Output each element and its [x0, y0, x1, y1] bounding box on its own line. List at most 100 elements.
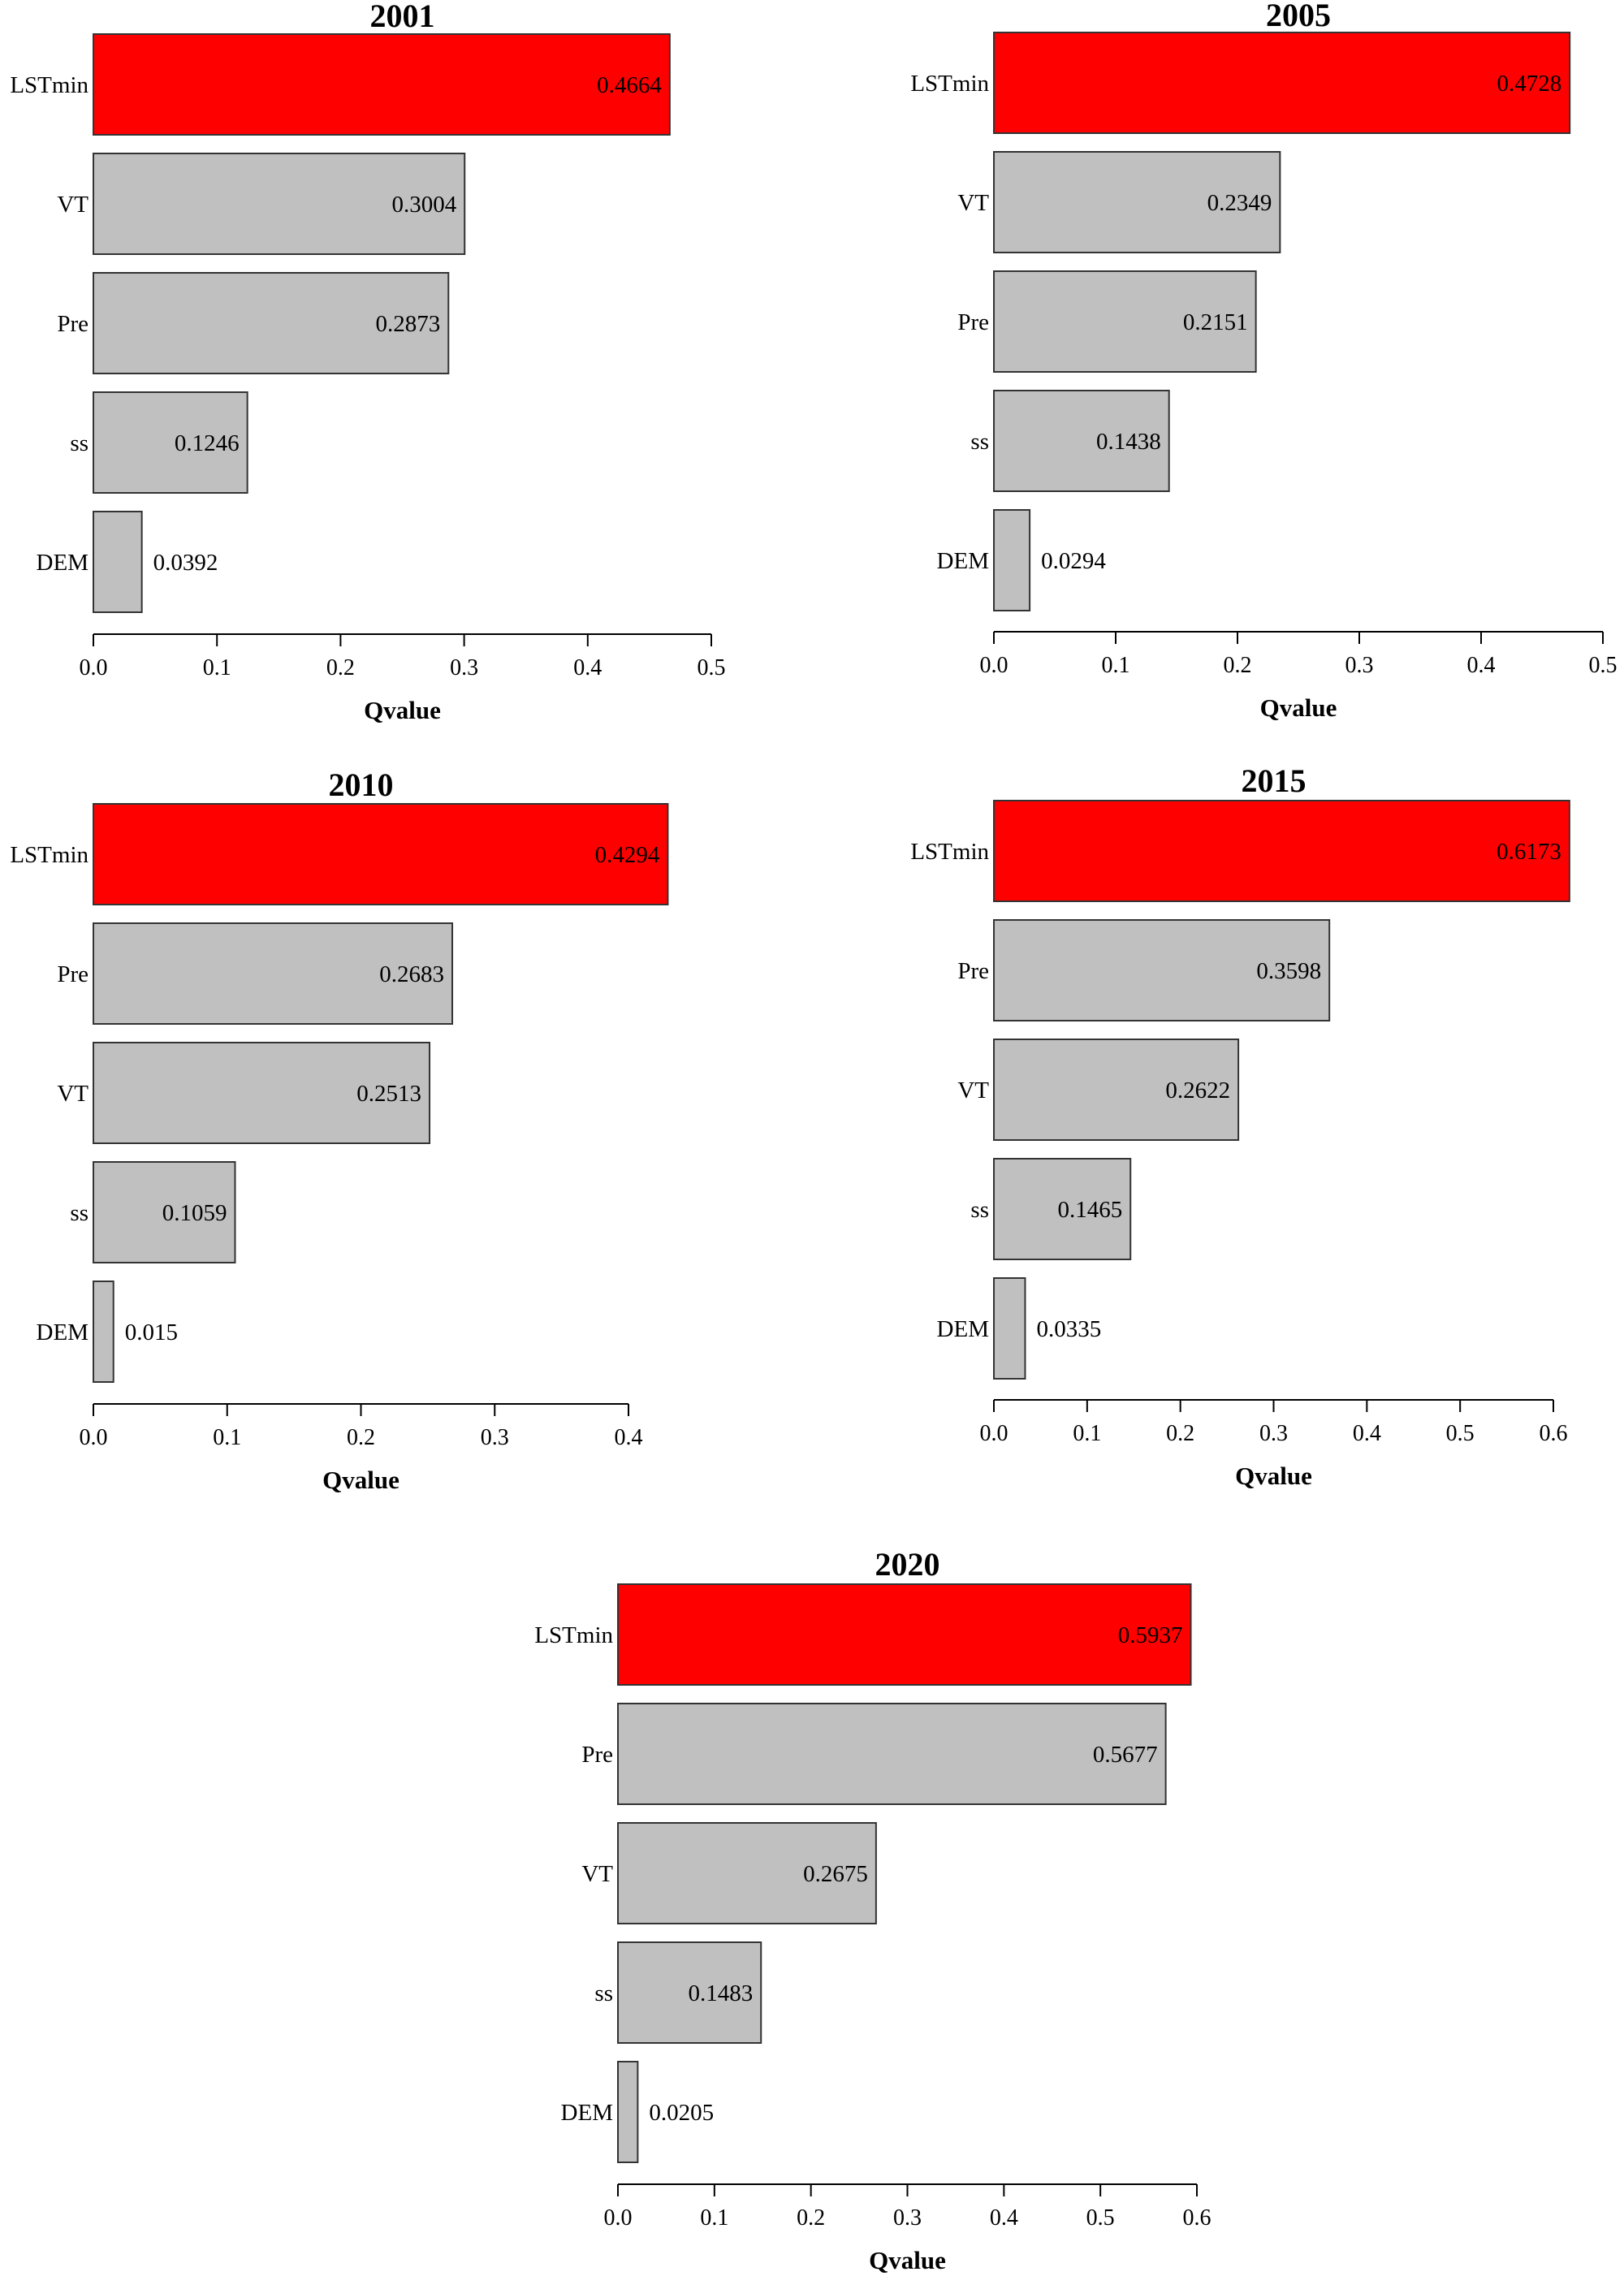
x-tick-label: 0.4	[990, 2205, 1018, 2231]
bar-ss	[993, 1158, 1132, 1260]
x-axis-title: Qvalue	[322, 1466, 400, 1494]
x-tick-label: 0.0	[980, 653, 1009, 678]
data-label: 0.1438	[1096, 429, 1161, 455]
chart-title: 2020	[875, 1546, 940, 1583]
data-label: 0.5677	[1093, 1742, 1158, 1768]
data-label: 0.3004	[391, 192, 456, 218]
data-label: 0.4294	[595, 842, 660, 868]
bar-LSTmin	[993, 32, 1571, 134]
bar-VT	[993, 151, 1281, 253]
bar-DEM	[993, 1277, 1026, 1380]
bar-DEM	[93, 511, 143, 613]
x-tick-label: 0.5	[1589, 653, 1618, 678]
x-axis-title: Qvalue	[869, 2246, 946, 2274]
category-label: LSTmin	[910, 839, 989, 865]
x-tick-label: 0.4	[1467, 653, 1496, 678]
category-label: VT	[957, 190, 989, 216]
data-label: 0.2151	[1183, 309, 1248, 335]
data-label: 0.3598	[1256, 958, 1321, 984]
chart-panel-2020: 2020 LSTmin 0.5937 Pre 0.5677 VT 0.2675 ss 0.148…	[534, 1546, 1211, 2274]
category-label: ss	[970, 1197, 989, 1223]
x-tick-label: 0.1	[1102, 653, 1130, 678]
chart-panel-2001: 2001 LSTmin 0.4664 VT 0.3004 Pre 0.2873 ss 0.124…	[10, 0, 725, 724]
bar-LSTmin	[993, 800, 1570, 902]
x-tick-label: 0.4	[1353, 1421, 1381, 1446]
category-label: Pre	[957, 309, 989, 335]
x-tick-label: 0.4	[615, 1425, 643, 1450]
data-label: 0.0205	[649, 2100, 714, 2126]
data-label: 0.2622	[1165, 1078, 1230, 1103]
data-label: 0.2675	[803, 1861, 868, 1887]
category-label: Pre	[57, 311, 89, 337]
category-label: ss	[70, 1200, 89, 1226]
bar-VT	[617, 1822, 877, 1924]
x-tick-label: 0.0	[604, 2205, 633, 2231]
bar-LSTmin	[93, 33, 671, 136]
category-label: LSTmin	[910, 71, 989, 97]
category-label: Pre	[957, 958, 989, 984]
bar-VT	[93, 1042, 431, 1144]
data-label: 0.2873	[376, 311, 441, 337]
data-label: 0.0392	[153, 550, 218, 576]
chart-title: 2001	[370, 0, 435, 34]
bar-ss	[993, 390, 1170, 492]
x-tick-label: 0.3	[481, 1425, 509, 1450]
category-label: ss	[70, 430, 89, 456]
x-tick-label: 0.0	[80, 1425, 108, 1450]
x-tick-label: 0.3	[1345, 653, 1374, 678]
category-label: LSTmin	[10, 842, 89, 868]
x-tick-label: 0.6	[1183, 2205, 1212, 2231]
x-axis-title: Qvalue	[1260, 693, 1337, 722]
data-label: 0.015	[125, 1319, 178, 1345]
x-tick-label: 0.2	[1224, 653, 1252, 678]
bar-Pre	[93, 272, 450, 374]
bar-Pre	[993, 919, 1331, 1021]
x-tick-label: 0.5	[698, 655, 726, 680]
data-label: 0.2513	[356, 1081, 421, 1107]
category-label: Pre	[57, 961, 89, 987]
category-label: DEM	[37, 1319, 89, 1345]
x-tick-label: 0.5	[1086, 2205, 1115, 2231]
x-tick-label: 0.2	[1166, 1421, 1194, 1446]
category-label: LSTmin	[10, 72, 89, 98]
category-label: DEM	[561, 2100, 613, 2126]
category-label: DEM	[937, 548, 989, 574]
data-label: 0.1483	[688, 1980, 753, 2006]
bar-ss	[617, 1941, 762, 2044]
bar-Pre	[993, 270, 1257, 373]
x-tick-label: 0.3	[1259, 1421, 1288, 1446]
data-label: 0.1465	[1057, 1197, 1122, 1223]
chart-title: 2015	[1242, 762, 1307, 799]
category-label: ss	[970, 429, 989, 455]
data-label: 0.0294	[1041, 548, 1106, 574]
data-label: 0.0335	[1036, 1316, 1101, 1342]
x-axis-title: Qvalue	[364, 696, 441, 724]
category-label: ss	[594, 1980, 613, 2006]
category-label: DEM	[937, 1316, 989, 1342]
bar-DEM	[93, 1281, 114, 1383]
data-label: 0.1059	[162, 1200, 227, 1226]
bar-LSTmin	[93, 803, 669, 905]
x-tick-label: 0.1	[213, 1425, 241, 1450]
x-tick-label: 0.3	[450, 655, 478, 680]
data-label: 0.2683	[379, 961, 444, 987]
category-label: VT	[957, 1078, 989, 1103]
category-label: VT	[581, 1861, 613, 1887]
chart-panel-2015: 2015 LSTmin 0.6173 Pre 0.3598 VT 0.2622 ss 0.146…	[910, 762, 1570, 1490]
data-label: 0.2349	[1207, 190, 1272, 216]
x-tick-label: 0.0	[980, 1421, 1009, 1446]
x-tick-label: 0.6	[1540, 1421, 1568, 1446]
bar-DEM	[617, 2061, 639, 2163]
bar-Pre	[93, 922, 454, 1025]
chart-panel-2010: 2010 LSTmin 0.4294 Pre 0.2683 VT 0.2513 ss 0.105…	[10, 767, 669, 1494]
x-tick-label: 0.2	[347, 1425, 375, 1450]
bar-Pre	[617, 1703, 1167, 1805]
category-label: DEM	[37, 550, 89, 576]
data-label: 0.6173	[1497, 839, 1561, 865]
category-label: VT	[57, 1081, 89, 1107]
category-label: LSTmin	[534, 1622, 613, 1648]
x-tick-label: 0.2	[797, 2205, 825, 2231]
data-label: 0.1246	[175, 430, 240, 456]
chart-panel-2005: 2005 LSTmin 0.4728 VT 0.2349 Pre 0.2151 ss 0.143…	[910, 0, 1617, 722]
x-tick-label: 0.1	[700, 2205, 728, 2231]
